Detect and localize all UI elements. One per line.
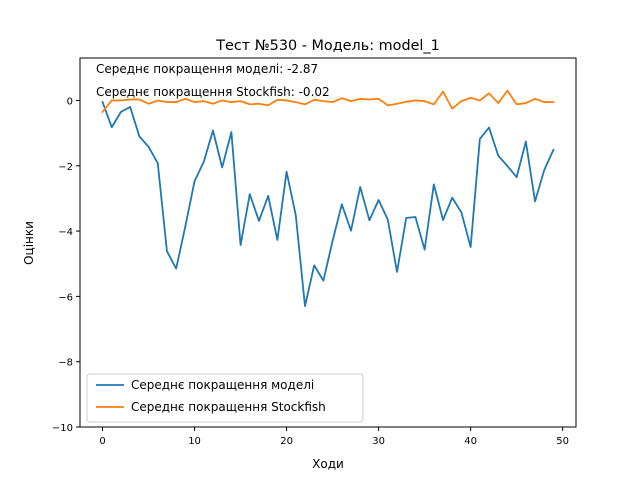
- x-axis: 0 10 20 30 40 50: [99, 427, 569, 447]
- series-line-model: [101, 100, 555, 308]
- y-tick-label: 0: [67, 96, 73, 107]
- y-tick-label: −8: [58, 358, 73, 369]
- x-axis-label: Ходи: [312, 457, 344, 471]
- annotation-stockfish-improvement: Середнє покращення Stockfish: -0.02: [96, 85, 330, 99]
- x-tick-label: 0: [99, 436, 105, 447]
- y-tick-label: −10: [52, 423, 73, 434]
- series-line-stockfish: [101, 89, 555, 114]
- y-tick-label: −2: [58, 162, 73, 173]
- x-tick-label: 30: [372, 436, 385, 447]
- legend-label-model: Середнє покращення моделі: [131, 378, 314, 392]
- x-tick-label: 20: [280, 436, 293, 447]
- y-tick-label: −6: [58, 292, 73, 303]
- annotation-model-improvement: Середнє покращення моделі: -2.87: [96, 62, 318, 76]
- y-axis-label: Оцінки: [22, 221, 36, 265]
- x-tick-label: 10: [188, 436, 201, 447]
- chart-title: Тест №530 - Модель: model_1: [215, 38, 440, 54]
- y-axis: −10 −8 −6 −4 −2 0: [52, 96, 80, 434]
- legend-box: [86, 373, 364, 423]
- legend-label-stockfish: Середнє покращення Stockfish: [131, 400, 326, 414]
- series-layer: [101, 89, 555, 308]
- plot-area: [79, 57, 577, 428]
- x-tick-label: 40: [464, 436, 477, 447]
- y-tick-label: −4: [58, 227, 73, 238]
- x-tick-label: 50: [556, 436, 569, 447]
- plot-frame: [79, 57, 577, 428]
- legend: Середнє покращення моделі Середнє покращ…: [86, 373, 364, 423]
